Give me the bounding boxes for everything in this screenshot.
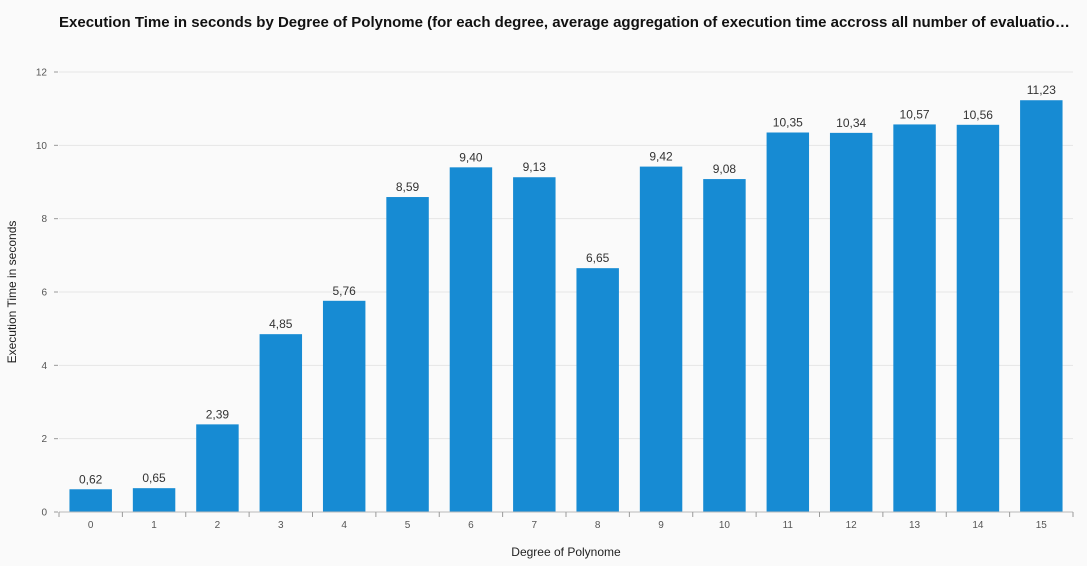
data-label: 6,65 [586, 251, 610, 265]
x-tick-label: 15 [1036, 520, 1048, 531]
data-label: 8,59 [396, 180, 420, 194]
bar [1020, 100, 1063, 512]
bar [132, 488, 176, 512]
y-tick-label: 6 [41, 288, 47, 299]
x-tick-label: 3 [278, 520, 284, 531]
bar [956, 124, 1000, 513]
data-label: 2,39 [206, 407, 230, 421]
y-axis-title: Execution Time in seconds [5, 221, 19, 364]
y-tick-label: 0 [41, 508, 47, 519]
y-tick-label: 8 [41, 214, 47, 225]
bar [259, 334, 303, 512]
data-label: 10,57 [900, 107, 930, 121]
x-tick-label: 4 [341, 520, 347, 531]
bar [386, 197, 429, 513]
y-axis: 0 2 4 6 8 10 12 [36, 68, 58, 519]
x-tick-label: 12 [846, 520, 858, 531]
data-label: 9,40 [459, 150, 483, 164]
bar [513, 177, 556, 512]
data-label: 5,76 [333, 284, 357, 298]
x-tick-label: 11 [783, 520, 794, 531]
x-axis: 0 1 2 3 4 5 6 7 8 9 10 11 12 13 14 15 [58, 511, 1074, 531]
bar [576, 268, 619, 512]
data-label: 10,35 [773, 116, 803, 130]
x-tick-label: 8 [595, 520, 601, 531]
x-tick-label: 0 [88, 520, 94, 531]
x-tick-label: 5 [405, 520, 411, 531]
data-label: 4,85 [269, 317, 293, 331]
data-label: 0,62 [79, 472, 103, 486]
data-label: 9,42 [649, 150, 673, 164]
bar [829, 132, 873, 512]
data-label: 9,08 [713, 162, 737, 176]
x-tick-label: 9 [658, 520, 664, 531]
x-tick-label: 14 [972, 520, 984, 531]
x-tick-label: 2 [215, 520, 221, 531]
x-tick-label: 7 [532, 520, 538, 531]
bar [766, 132, 810, 512]
x-tick-label: 13 [909, 520, 921, 531]
x-tick-label: 1 [151, 520, 157, 531]
x-tick-label: 6 [468, 520, 474, 531]
value-labels: 0,62 0,65 2,39 4,85 5,76 8,59 9,40 9,13 6,65 9,42… [79, 83, 1056, 486]
x-axis-title: Degree of Polynome [511, 545, 621, 559]
y-tick-label: 4 [41, 361, 47, 372]
data-label: 11,23 [1027, 83, 1056, 97]
bar [69, 489, 112, 512]
x-tick-label: 10 [719, 520, 731, 531]
y-tick-label: 12 [36, 68, 48, 79]
bar [196, 424, 239, 512]
data-label: 10,34 [836, 116, 866, 130]
bars [69, 100, 1063, 513]
y-tick-label: 10 [36, 141, 48, 152]
bar [703, 179, 746, 513]
bar [893, 124, 936, 512]
bar [449, 167, 493, 513]
data-label: 10,56 [963, 108, 993, 122]
y-tick-label: 2 [41, 434, 47, 445]
bar [639, 166, 683, 512]
data-label: 9,13 [523, 160, 547, 174]
bar [322, 300, 366, 512]
data-label: 0,65 [142, 471, 166, 485]
